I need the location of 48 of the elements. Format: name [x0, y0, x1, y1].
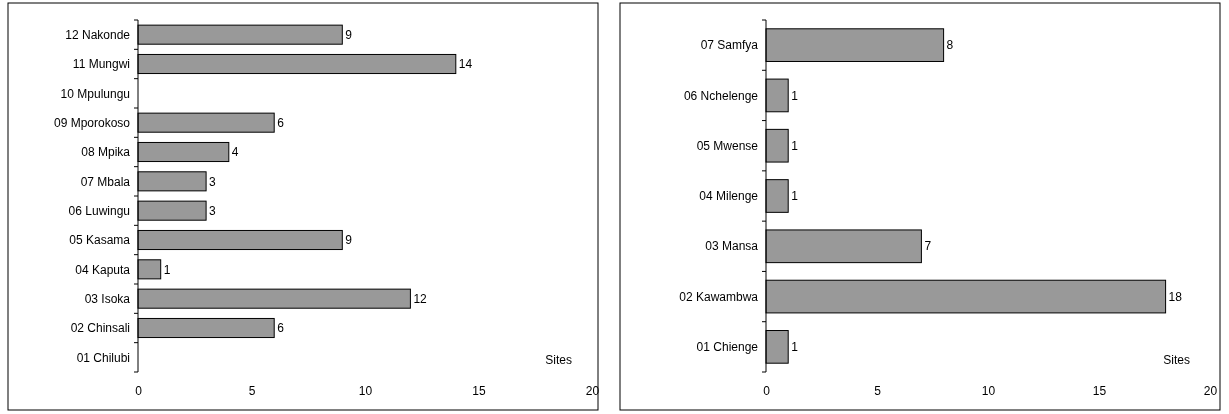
y-tick-label: 06 Luwingu [68, 203, 130, 218]
x-tick-label: 15 [472, 383, 486, 398]
x-axis-title: Sites [1163, 353, 1190, 367]
y-tick-label: 04 Kaputa [75, 262, 131, 277]
data-label: 1 [163, 262, 171, 277]
y-tick-label: 09 Mporokoso [53, 115, 131, 130]
data-label: 3 [209, 203, 217, 218]
data-label: 1 [791, 88, 799, 103]
y-tick-label: 02 Kawambwa [679, 289, 759, 304]
data-label: 1 [791, 138, 799, 153]
y-tick-label: 08 Mpika [81, 145, 131, 160]
x-tick-label: 5 [874, 383, 882, 398]
data-label: 4 [231, 145, 239, 160]
y-tick-label: 12 Nakonde [65, 27, 131, 42]
y-tick-label: 05 Kasama [69, 233, 131, 248]
data-label: 1 [791, 189, 799, 204]
y-tick-label: 11 Mungwi [72, 57, 130, 72]
data-label: 9 [345, 27, 353, 42]
y-tick-label: 04 Milenge [699, 189, 759, 204]
x-tick-label: 20 [1203, 383, 1218, 398]
x-tick-label: 10 [358, 383, 373, 398]
data-label: 7 [924, 239, 932, 254]
x-tick-label: 10 [981, 383, 996, 398]
y-tick-label: 07 Samfya [700, 38, 759, 53]
x-axis-title: Sites [545, 353, 572, 367]
y-tick-label: 06 Nchelenge [683, 88, 759, 103]
x-tick-label: 20 [585, 383, 600, 398]
data-label: 8 [946, 38, 954, 53]
y-tick-label: 07 Mbala [80, 174, 131, 189]
data-label: 9 [345, 233, 353, 248]
data-label: 14 [458, 57, 473, 72]
x-tick-label: 15 [1092, 383, 1107, 398]
y-tick-label: 10 Mpulungu [60, 86, 130, 101]
y-tick-label: 03 Isoka [84, 291, 131, 306]
data-label: 6 [277, 321, 285, 336]
y-tick-label: 03 Mansa [705, 239, 759, 254]
y-tick-label: 01 Chilubi [76, 350, 130, 365]
y-tick-label: 01 Chienge [696, 340, 759, 355]
data-label: 1 [791, 340, 799, 355]
data-label: 12 [413, 291, 428, 306]
data-label: 18 [1168, 289, 1183, 304]
y-tick-label: 02 Chinsali [70, 321, 130, 336]
y-tick-label: 05 Mwense [696, 138, 759, 153]
x-tick-label: 5 [248, 383, 256, 398]
data-label: 3 [209, 174, 217, 189]
x-tick-label: 0 [763, 383, 771, 398]
data-label: 6 [277, 115, 285, 130]
x-tick-label: 0 [135, 383, 143, 398]
